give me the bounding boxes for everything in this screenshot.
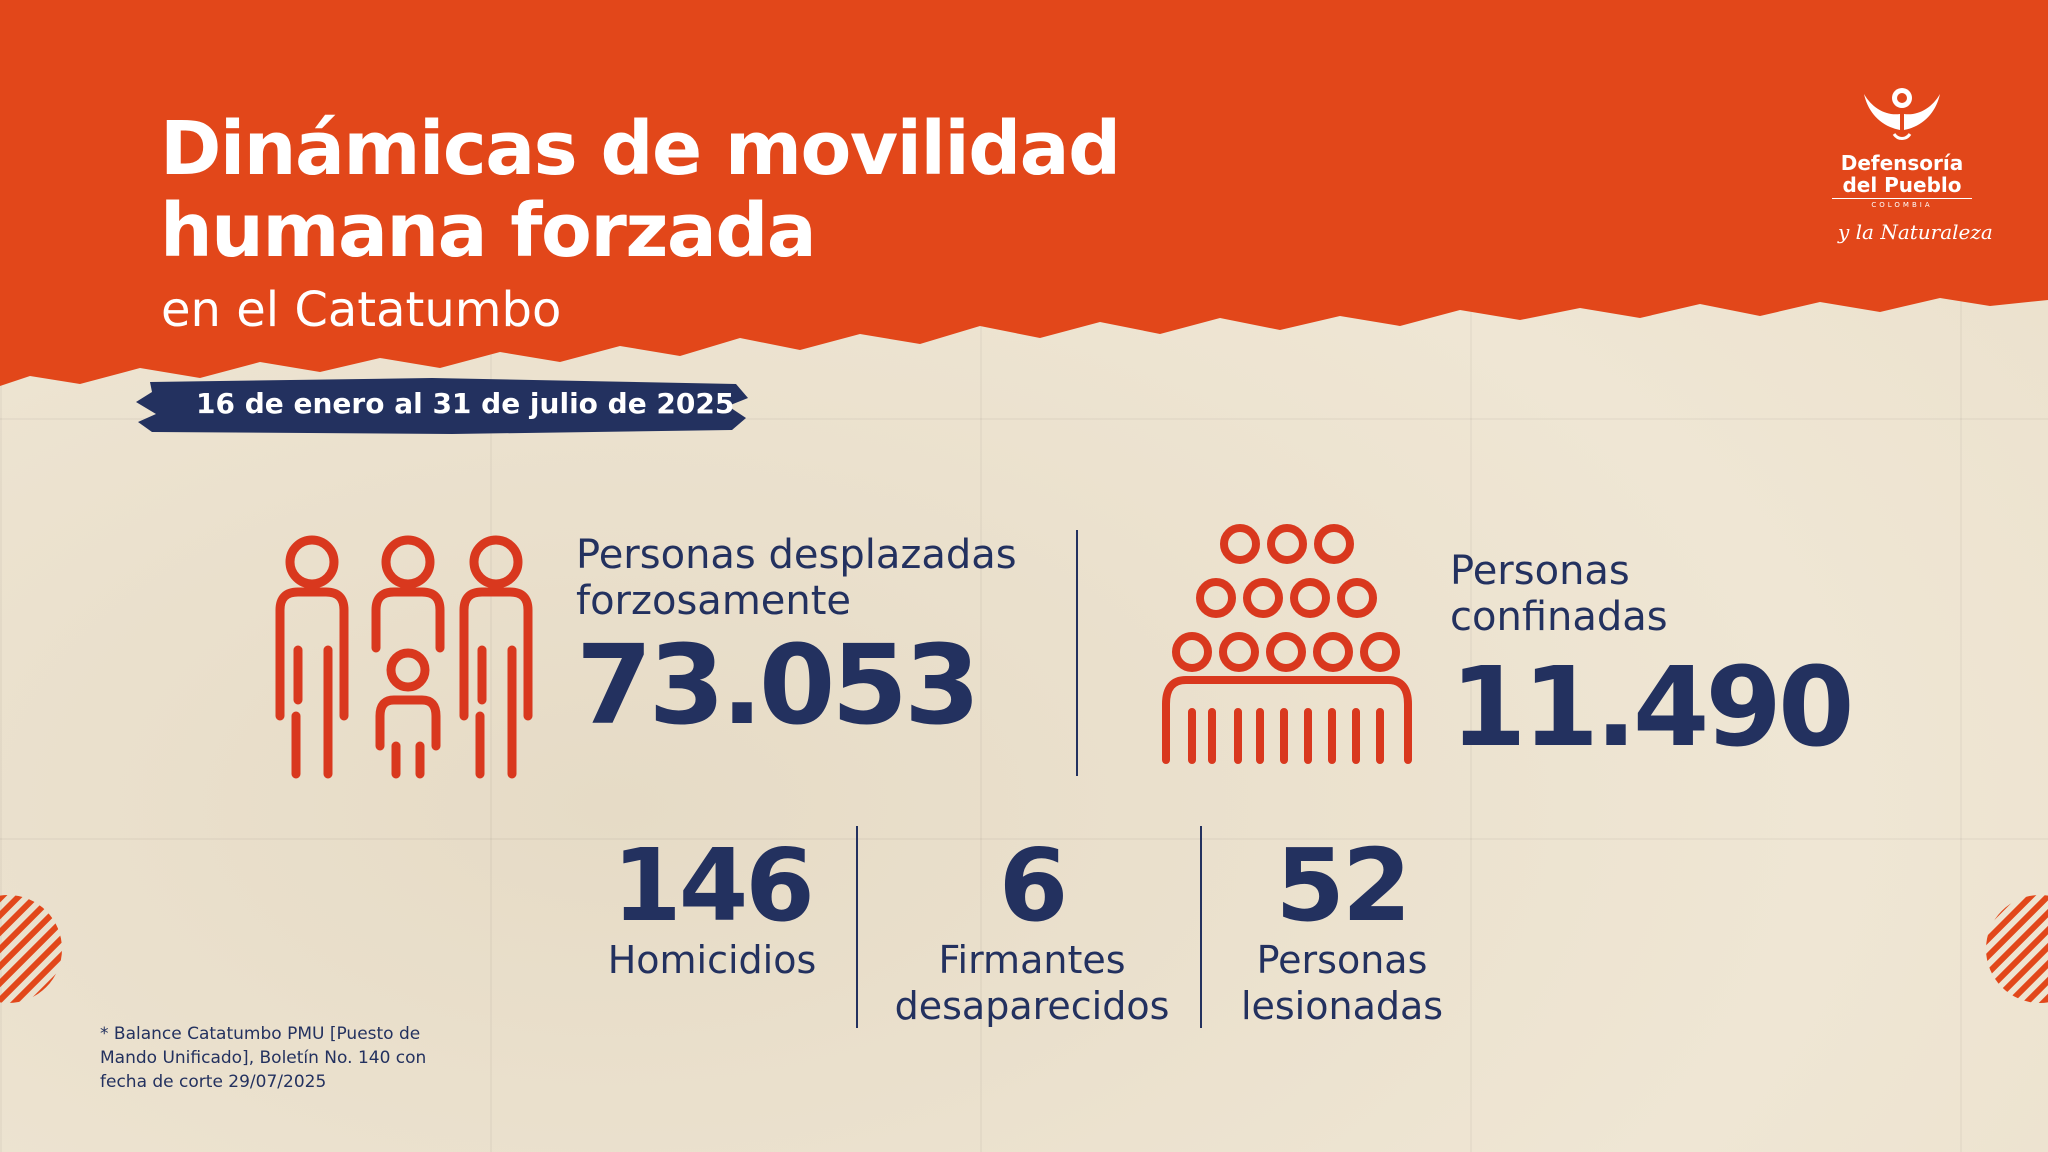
disappeared-label-line-2: desaparecidos bbox=[894, 984, 1170, 1028]
page-title: Dinámicas de movilidad humana forzada bbox=[160, 106, 1121, 274]
crowd-icon bbox=[1162, 524, 1412, 764]
injured-value: 52 bbox=[1275, 827, 1411, 944]
defensoria-logo: Defensoría del Pueblo COLOMBIA bbox=[1832, 84, 1972, 209]
footnote-line-2: Mando Unificado], Boletín No. 140 con bbox=[100, 1048, 427, 1068]
displaced-label-line-1: Personas desplazadas bbox=[576, 532, 1017, 578]
top-divider bbox=[1076, 530, 1078, 776]
confined-value: 11.490 bbox=[1450, 643, 1854, 771]
logo-line-1: Defensoría bbox=[1840, 151, 1964, 175]
striped-circle-icon-left bbox=[0, 895, 62, 1003]
date-ribbon bbox=[136, 378, 748, 434]
displaced-value: 73.053 bbox=[576, 621, 980, 749]
logo-dove-icon bbox=[1864, 88, 1940, 140]
footnote-line-1: * Balance Catatumbo PMU [Puesto de bbox=[100, 1024, 421, 1044]
footnote: * Balance Catatumbo PMU [Puesto de Mando… bbox=[100, 1022, 426, 1094]
confined-label-line-2: confinadas bbox=[1450, 594, 1668, 640]
family-icon bbox=[275, 535, 533, 779]
confined-label: Personas confinadas bbox=[1450, 548, 1668, 640]
injured-label-line-1: Personas bbox=[1256, 938, 1428, 982]
homicides-label: Homicidios bbox=[607, 938, 817, 982]
injured-label: Personas lesionadas bbox=[1182, 937, 1502, 1029]
displaced-label-line-2: forzosamente bbox=[576, 578, 852, 624]
disappeared-value: 6 bbox=[998, 827, 1069, 944]
logo-line-2: del Pueblo bbox=[1842, 173, 1962, 197]
injured-label-line-2: lesionadas bbox=[1240, 984, 1444, 1028]
homicides-value: 146 bbox=[612, 827, 815, 944]
title-line-1: Dinámicas de movilidad bbox=[160, 106, 1121, 192]
logo-country: COLOMBIA bbox=[1832, 198, 1972, 209]
date-range: 16 de enero al 31 de julio de 2025 bbox=[196, 387, 735, 420]
title-line-2: humana forzada bbox=[160, 188, 817, 274]
disappeared-label-line-1: Firmantes bbox=[938, 938, 1126, 982]
footnote-line-3: fecha de corte 29/07/2025 bbox=[100, 1072, 327, 1092]
confined-label-line-1: Personas bbox=[1450, 548, 1630, 594]
logo-tagline: y la Naturaleza bbox=[1838, 220, 1993, 244]
bottom-divider-2 bbox=[1200, 826, 1202, 1028]
bottom-divider-1 bbox=[856, 826, 858, 1028]
displaced-label: Personas desplazadas forzosamente bbox=[576, 532, 1017, 624]
page-subtitle: en el Catatumbo bbox=[161, 282, 562, 338]
orange-header-band bbox=[0, 0, 2048, 386]
disappeared-label: Firmantes desaparecidos bbox=[872, 937, 1192, 1029]
striped-circle-icon-right bbox=[1986, 895, 2048, 1003]
